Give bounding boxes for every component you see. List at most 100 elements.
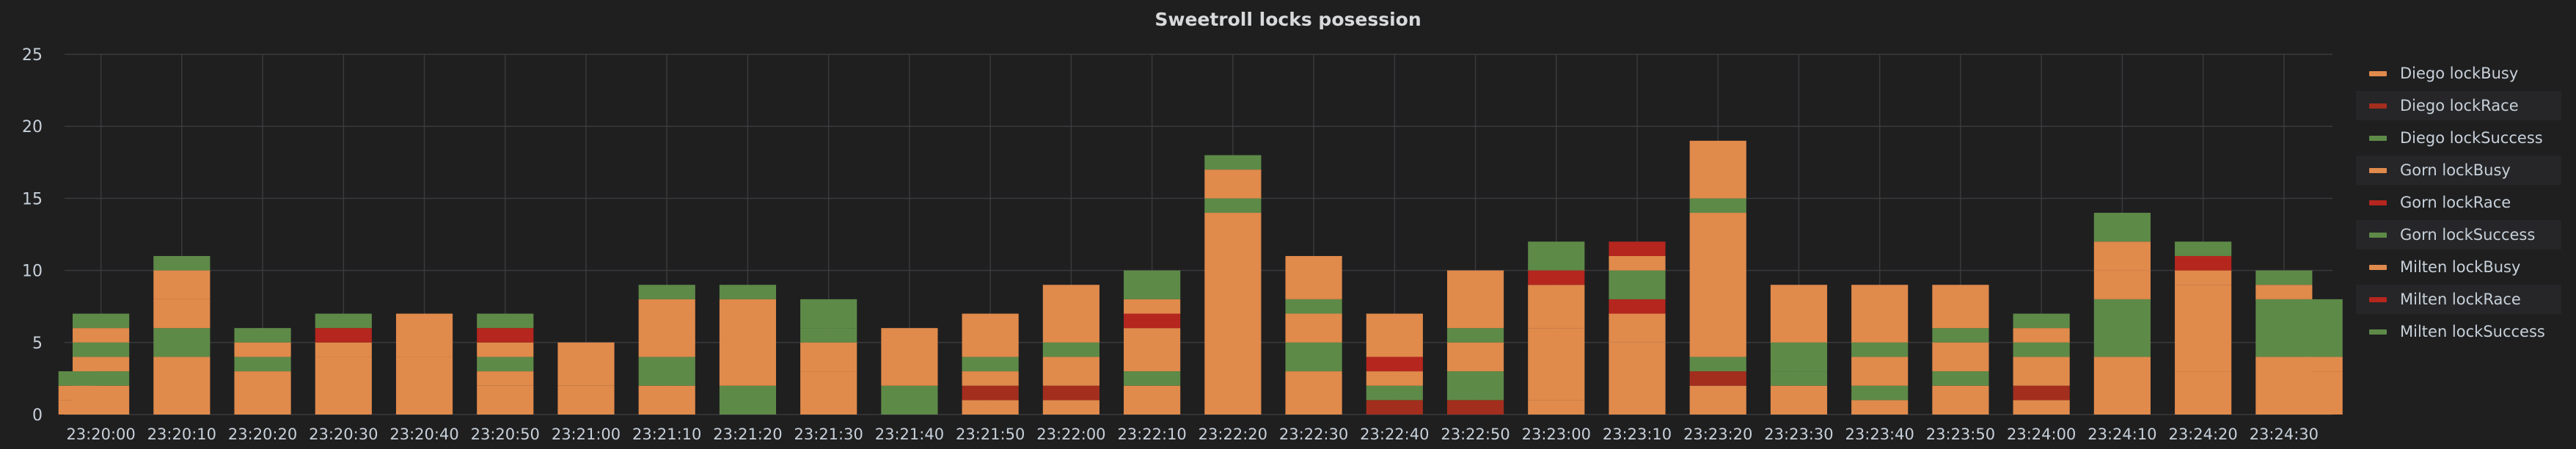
bar-milten-lockbusy bbox=[1042, 285, 1099, 343]
legend-label: Milten lockSuccess bbox=[2400, 323, 2545, 340]
bar-milten-lockbusy bbox=[1366, 313, 1423, 357]
bar-gorn-locksuccess bbox=[1204, 198, 1262, 213]
x-tick-label: 23:22:20 bbox=[1199, 426, 1267, 443]
legend-swatch bbox=[2369, 329, 2387, 335]
bar-diego-locksuccess bbox=[1285, 342, 1342, 372]
x-tick-label: 23:23:40 bbox=[1845, 426, 1914, 443]
legend-item[interactable]: Milten lockBusy bbox=[2356, 252, 2561, 282]
bar-diego-lockbusy bbox=[153, 357, 211, 415]
bar-milten-locksuccess bbox=[2306, 299, 2343, 357]
bar-diego-locksuccess bbox=[153, 328, 211, 357]
bar-diego-lockrace bbox=[962, 385, 1019, 401]
bar-diego-lockbusy bbox=[1528, 400, 1585, 415]
legend-item[interactable]: Milten lockSuccess bbox=[2356, 317, 2561, 346]
bar-gorn-lockbusy bbox=[800, 342, 857, 372]
bar-milten-lockbusy bbox=[1285, 255, 1342, 299]
bar-gorn-lockbusy bbox=[477, 371, 534, 386]
bar-gorn-lockbusy bbox=[1446, 342, 1504, 372]
bar-milten-locksuccess bbox=[477, 313, 534, 329]
bar-diego-lockbusy bbox=[1770, 385, 1828, 415]
bar-diego-lockrace bbox=[1446, 400, 1504, 415]
bar-milten-lockrace bbox=[315, 328, 372, 343]
bar-diego-lockbusy bbox=[1689, 385, 1746, 415]
bar-milten-locksuccess bbox=[2175, 241, 2232, 256]
bar-milten-lockrace bbox=[477, 328, 534, 343]
bar-gorn-lockbusy bbox=[2093, 270, 2151, 299]
legend-item[interactable]: Diego lockRace bbox=[2356, 91, 2561, 120]
bar-diego-lockbusy bbox=[2306, 371, 2343, 415]
bar-diego-lockbusy bbox=[73, 385, 130, 415]
bar-diego-locksuccess bbox=[1446, 371, 1504, 401]
bar-milten-locksuccess bbox=[719, 285, 777, 299]
bar-milten-lockbusy bbox=[1204, 169, 1262, 199]
bar-milten-locksuccess bbox=[800, 299, 857, 329]
legend-swatch bbox=[2369, 103, 2387, 109]
bar-diego-locksuccess bbox=[2093, 299, 2151, 357]
bar-milten-locksuccess bbox=[638, 285, 695, 299]
bar-gorn-lockbusy bbox=[1609, 313, 1666, 343]
bar-gorn-lockbusy bbox=[1528, 328, 1585, 401]
bar-milten-lockbusy bbox=[638, 299, 695, 314]
bar-diego-lockbusy bbox=[2093, 357, 2151, 415]
bar-gorn-locksuccess bbox=[1932, 328, 1989, 343]
bar-diego-lockbusy bbox=[2255, 357, 2313, 415]
bar-gorn-locksuccess bbox=[2255, 299, 2313, 357]
legend-label: Milten lockBusy bbox=[2400, 258, 2521, 276]
bar-diego-lockrace bbox=[2013, 385, 2070, 401]
bar-diego-lockbusy bbox=[1932, 385, 1989, 415]
bar-milten-lockbusy bbox=[234, 342, 291, 357]
legend-item[interactable]: Milten lockRace bbox=[2356, 285, 2561, 314]
bar-gorn-locksuccess bbox=[477, 357, 534, 372]
bar-gorn-lockrace bbox=[1124, 313, 1181, 329]
x-tick-label: 23:23:30 bbox=[1764, 426, 1833, 443]
bar-gorn-lockbusy bbox=[638, 313, 695, 357]
y-tick-label: 10 bbox=[22, 263, 43, 281]
bar-diego-lockbusy bbox=[1042, 400, 1099, 415]
bar-milten-lockbusy bbox=[881, 328, 938, 386]
x-tick-label: 23:20:10 bbox=[147, 426, 216, 443]
x-tick-label: 23:21:40 bbox=[875, 426, 944, 443]
y-tick-label: 20 bbox=[22, 118, 43, 136]
bar-milten-lockrace bbox=[1528, 270, 1585, 285]
bar-milten-lockbusy bbox=[2255, 285, 2313, 299]
bar-milten-locksuccess bbox=[1528, 241, 1585, 271]
bar-gorn-lockbusy bbox=[2013, 357, 2070, 386]
x-tick-label: 23:20:50 bbox=[471, 426, 540, 443]
legend-item[interactable]: Gorn lockBusy bbox=[2356, 156, 2561, 185]
bar-gorn-locksuccess bbox=[1042, 342, 1099, 357]
x-tick-label: 23:23:50 bbox=[1926, 426, 1995, 443]
bar-diego-lockrace bbox=[1366, 400, 1423, 415]
bar-gorn-locksuccess bbox=[1851, 342, 1909, 357]
bar-gorn-locksuccess bbox=[1446, 328, 1504, 343]
bar-gorn-locksuccess bbox=[2013, 342, 2070, 357]
bar-milten-locksuccess bbox=[2013, 313, 2070, 329]
chart-title: Sweetroll locks posession bbox=[1155, 9, 1421, 30]
legend-label: Diego lockRace bbox=[2400, 97, 2519, 114]
bar-gorn-lockbusy bbox=[962, 371, 1019, 386]
bar-milten-lockbusy bbox=[477, 342, 534, 357]
legend-item[interactable]: Gorn lockSuccess bbox=[2356, 220, 2561, 249]
legend-item[interactable]: Diego lockSuccess bbox=[2356, 123, 2561, 153]
x-tick-label: 23:23:20 bbox=[1683, 426, 1752, 443]
x-tick-label: 23:23:10 bbox=[1603, 426, 1672, 443]
bar-diego-lockrace bbox=[1689, 371, 1746, 386]
bar-milten-lockbusy bbox=[1770, 285, 1828, 343]
bar-milten-lockbusy bbox=[1851, 285, 1909, 343]
legend-item[interactable]: Gorn lockRace bbox=[2356, 188, 2561, 217]
bar-gorn-lockrace bbox=[1366, 357, 1423, 372]
bar-diego-lockbusy bbox=[1609, 342, 1666, 415]
y-tick-label: 0 bbox=[32, 406, 43, 425]
bar-milten-lockbusy bbox=[962, 313, 1019, 357]
bar-milten-lockbusy bbox=[395, 313, 453, 357]
legend-item[interactable]: Diego lockBusy bbox=[2356, 59, 2561, 88]
bar-diego-lockbusy bbox=[234, 371, 291, 415]
bar-milten-locksuccess bbox=[153, 255, 211, 271]
x-tick-label: 23:20:40 bbox=[389, 426, 458, 443]
legend-swatch bbox=[2369, 232, 2387, 238]
bar-gorn-lockbusy bbox=[1285, 313, 1342, 343]
bar-diego-locksuccess bbox=[1689, 357, 1746, 372]
x-tick-label: 23:23:00 bbox=[1522, 426, 1591, 443]
x-tick-label: 23:21:30 bbox=[794, 426, 863, 443]
bar-diego-locksuccess bbox=[73, 371, 130, 386]
